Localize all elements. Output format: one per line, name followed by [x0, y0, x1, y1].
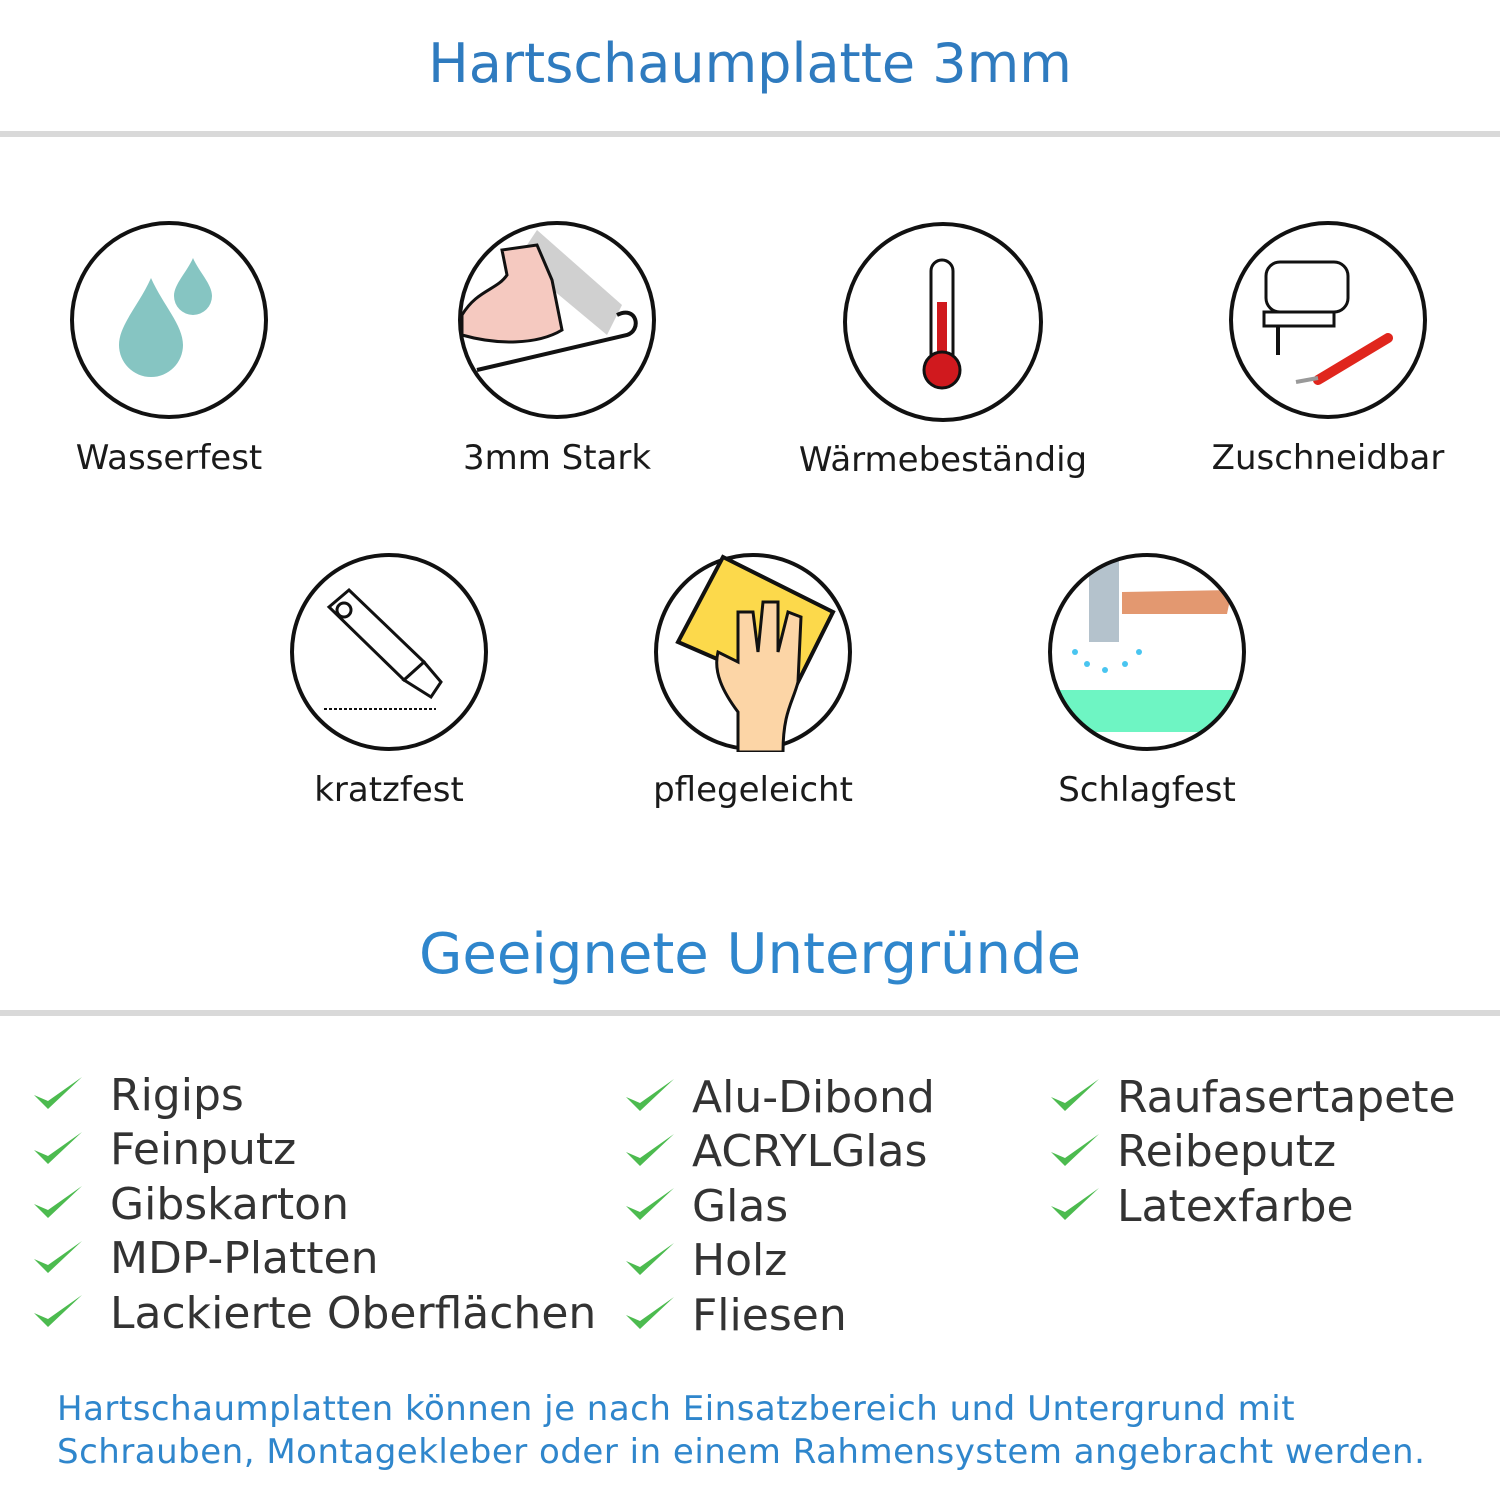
- surface-label: MDP-Platten: [110, 1233, 379, 1285]
- footer-note: Hartschaumplatten können je nach Einsatz…: [57, 1388, 1425, 1474]
- surface-item: Rigips: [32, 1068, 596, 1123]
- surface-item: Fliesen: [624, 1288, 935, 1343]
- feature-label: pflegeleicht: [653, 770, 853, 810]
- surface-label: Rigips: [110, 1069, 244, 1121]
- checkmark-icon: [1051, 1079, 1099, 1112]
- surface-item: Latexfarbe: [1049, 1179, 1456, 1234]
- footer-line: Hartschaumplatten können je nach Einsatz…: [57, 1389, 1296, 1429]
- feature-label: kratzfest: [314, 770, 464, 810]
- surface-item: Glas: [624, 1179, 935, 1234]
- feature-label: 3mm Stark: [462, 438, 652, 478]
- surface-label: Latexfarbe: [1117, 1180, 1354, 1232]
- surface-item: Gibskarton: [32, 1177, 596, 1232]
- surface-item: ACRYLGlas: [624, 1125, 935, 1180]
- feature-label: Zuschneidbar: [1211, 438, 1445, 478]
- feature-label: Wärmebeständig: [798, 440, 1088, 480]
- surface-label: ACRYLGlas: [692, 1126, 928, 1178]
- surface-item: MDP-Platten: [32, 1232, 596, 1287]
- feature-zuschneidbar: Zuschneidbar: [1168, 220, 1488, 478]
- surface-label: Lackierte Oberflächen: [110, 1287, 597, 1339]
- feature-3mm-stark: 3mm Stark: [397, 220, 717, 478]
- footer-line: Schrauben, Montagekleber oder in einem R…: [57, 1432, 1426, 1472]
- checkmark-icon: [34, 1240, 82, 1273]
- surface-label: Reibeputz: [1117, 1126, 1337, 1178]
- checkmark-icon: [34, 1295, 82, 1328]
- checkmark-icon: [34, 1077, 82, 1110]
- feature-label: Schlagfest: [1058, 770, 1236, 810]
- page-title: Hartschaumplatte 3mm: [428, 32, 1072, 95]
- surface-item: Raufasertapete: [1049, 1070, 1456, 1125]
- feature-pflegeleicht: pflegeleicht: [593, 552, 913, 810]
- surface-label: Glas: [692, 1180, 789, 1232]
- divider: [0, 1010, 1500, 1016]
- thermometer-icon: [843, 222, 1043, 422]
- surface-item: Lackierte Oberflächen: [32, 1286, 596, 1341]
- surface-item: Alu-Dibond: [624, 1070, 935, 1125]
- surfaces-column-2: Alu-Dibond ACRYLGlas Glas Holz Fliesen: [624, 1070, 935, 1343]
- surface-item: Holz: [624, 1234, 935, 1289]
- checkmark-icon: [34, 1131, 82, 1164]
- checkmark-icon: [34, 1186, 82, 1219]
- hammer-icon: [1048, 553, 1246, 751]
- water-drops-icon: [70, 221, 268, 419]
- feature-wasserfest: Wasserfest: [9, 220, 329, 478]
- checkmark-icon: [626, 1133, 674, 1166]
- jigsaw-icon: [1229, 221, 1427, 419]
- surface-label: Fliesen: [692, 1289, 847, 1341]
- surface-item: Reibeputz: [1049, 1125, 1456, 1180]
- checkmark-icon: [626, 1079, 674, 1112]
- surfaces-column-1: Rigips Feinputz Gibskarton MDP-Platten Lacki…: [32, 1068, 596, 1341]
- checkmark-icon: [626, 1297, 674, 1330]
- checkmark-icon: [1051, 1188, 1099, 1221]
- surface-label: Raufasertapete: [1117, 1071, 1456, 1123]
- section-title: Geeignete Untergründe: [418, 922, 1082, 987]
- surface-label: Holz: [692, 1235, 788, 1287]
- surfaces-column-3: Raufasertapete Reibeputz Latexfarbe: [1049, 1070, 1456, 1234]
- surface-item: Feinputz: [32, 1123, 596, 1178]
- surface-label: Alu-Dibond: [692, 1071, 935, 1123]
- feature-kratzfest: kratzfest: [229, 552, 549, 810]
- checkmark-icon: [1051, 1133, 1099, 1166]
- checkmark-icon: [626, 1188, 674, 1221]
- cleaning-sponge-hand-icon: [654, 553, 852, 752]
- feature-schlagfest: Schlagfest: [987, 552, 1307, 810]
- cutter-knife-icon: [290, 553, 488, 751]
- surface-label: Feinputz: [110, 1124, 297, 1176]
- feature-waermebestaendig: Wärmebeständig: [783, 222, 1103, 480]
- feature-label: Wasserfest: [75, 438, 263, 478]
- strong-arm-icon: [458, 221, 656, 419]
- divider: [0, 131, 1500, 137]
- checkmark-icon: [626, 1242, 674, 1275]
- surface-label: Gibskarton: [110, 1178, 349, 1230]
